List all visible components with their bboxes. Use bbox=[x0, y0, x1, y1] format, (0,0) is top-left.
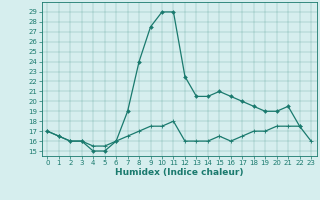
X-axis label: Humidex (Indice chaleur): Humidex (Indice chaleur) bbox=[115, 168, 244, 177]
